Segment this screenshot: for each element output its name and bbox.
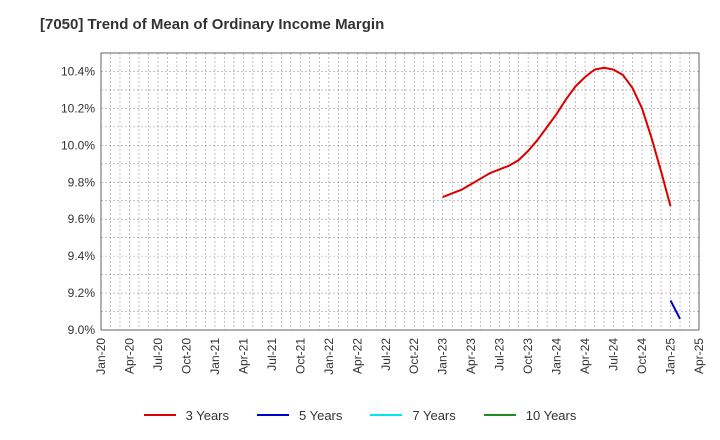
x-tick-label: Jul-24	[607, 338, 621, 371]
series-line-5-years	[669, 299, 681, 320]
x-tick-label: Apr-22	[350, 338, 364, 374]
y-tick-label: 10.2%	[61, 101, 95, 115]
legend-swatch	[370, 414, 403, 416]
line-chart: 9.0% 9.2% 9.4% 9.6% 9.8% 10.0% 10.2% 10.4% Jan-…	[61, 52, 706, 375]
x-tick-label: Oct-24	[635, 338, 649, 374]
x-axis: Jan-20 Apr-20 Jul-20 Oct-20 Jan-21 Apr-21 Jul-…	[94, 338, 706, 375]
x-tick-label: Apr-23	[464, 338, 478, 374]
y-tick-label: 9.8%	[68, 175, 96, 189]
x-tick-label: Apr-20	[122, 338, 136, 374]
y-tick-label: 10.4%	[61, 64, 95, 78]
y-tick-label: 9.6%	[68, 212, 96, 226]
x-tick-label: Jul-22	[379, 338, 393, 371]
x-tick-label: Oct-21	[293, 338, 307, 374]
x-tick-label: Apr-25	[692, 338, 706, 374]
legend-swatch	[483, 414, 516, 416]
x-tick-label: Jan-25	[664, 338, 678, 375]
x-tick-label: Jan-21	[208, 338, 222, 375]
y-tick-label: 9.4%	[68, 249, 96, 263]
series-lines	[442, 66, 681, 320]
y-axis: 9.0% 9.2% 9.4% 9.6% 9.8% 10.0% 10.2% 10.4%	[61, 64, 95, 337]
series-line-3-years	[442, 66, 672, 207]
legend-swatch	[257, 414, 289, 416]
chart-title: [7050] Trend of Mean of Ordinary Income …	[40, 16, 385, 33]
x-tick-label: Jan-23	[436, 338, 450, 375]
legend-swatch	[143, 414, 176, 416]
x-tick-label: Jul-23	[493, 338, 507, 371]
legend: 3 Years 5 Years 7 Years 10 Years	[0, 404, 720, 426]
y-tick-label: 9.0%	[68, 323, 96, 337]
plot-area-frame	[100, 52, 700, 331]
x-tick-label: Jan-24	[550, 338, 564, 375]
x-tick-label: Jul-20	[151, 338, 165, 371]
legend-item: 5 Years	[257, 408, 342, 423]
legend-label: 10 Years	[525, 407, 577, 423]
legend-label: 3 Years	[185, 407, 229, 423]
y-tick-label: 10.0%	[61, 138, 95, 152]
x-tick-label: Jan-20	[94, 338, 108, 375]
x-tick-label: Oct-20	[179, 338, 193, 374]
x-tick-label: Jul-21	[265, 338, 279, 371]
grid	[101, 53, 699, 330]
legend-label: 5 Years	[299, 407, 343, 423]
x-tick-label: Jan-22	[322, 338, 336, 375]
legend-label: 7 Years	[412, 407, 456, 423]
x-tick-label: Apr-21	[236, 338, 250, 374]
legend-item: 7 Years	[370, 407, 456, 423]
x-tick-label: Apr-24	[578, 338, 592, 374]
x-tick-label: Oct-23	[521, 338, 535, 374]
legend-item: 10 Years	[483, 407, 577, 423]
x-tick-label: Oct-22	[407, 338, 421, 374]
y-tick-label: 9.2%	[68, 286, 96, 300]
legend-item: 3 Years	[143, 407, 229, 423]
